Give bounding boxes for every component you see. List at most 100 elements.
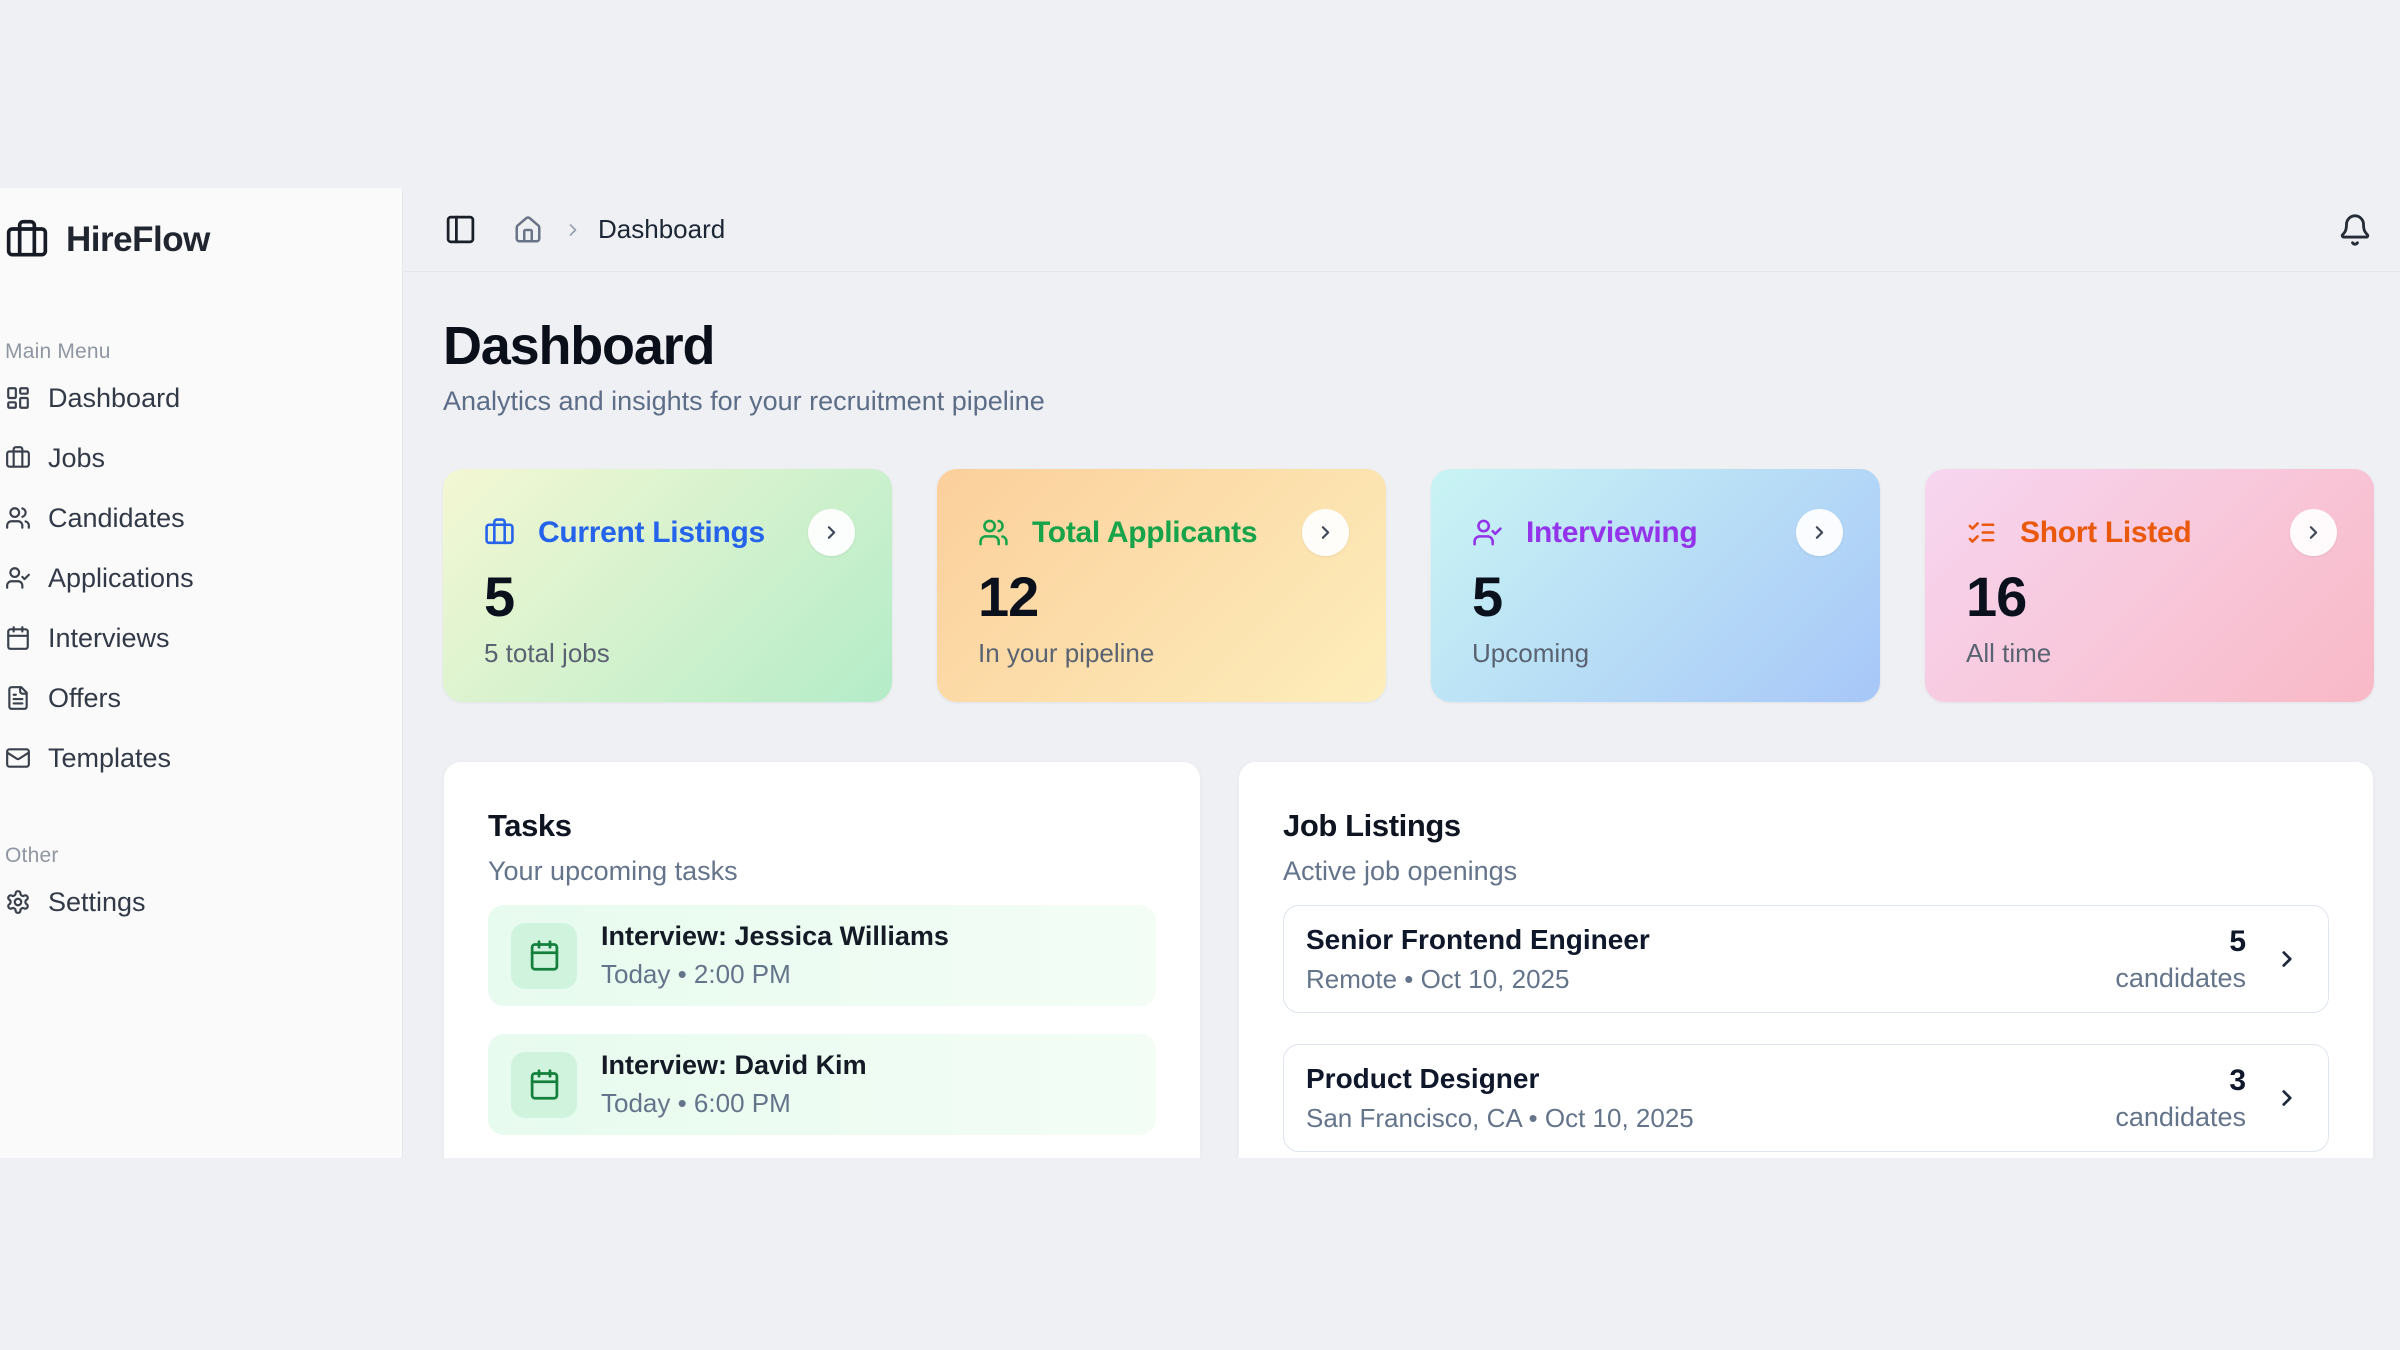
main-area: Dashboard Dashboard Analytics and insigh…: [403, 188, 2400, 1158]
calendar-icon: [530, 940, 558, 971]
stat-value: 5: [1472, 565, 1503, 628]
sidebar-item-label: Applications: [48, 562, 194, 593]
panels-row: Tasks Your upcoming tasks Interview: Jes…: [443, 761, 2374, 1158]
job-candidate-count: 5 candidates: [2115, 925, 2246, 994]
tasks-title: Tasks: [488, 808, 572, 843]
job-listings-card: Job Listings Active job openings Senior …: [1238, 761, 2374, 1158]
sidebar-item-dashboard[interactable]: Dashboard: [5, 368, 392, 428]
stat-card-header: Current Listings: [484, 509, 855, 556]
stat-arrow-button[interactable]: [1302, 509, 1349, 556]
calendar-icon: [7, 626, 29, 650]
stat-card-current-listings[interactable]: Current Listings 5 5 total jobs: [443, 469, 892, 702]
stat-caption: Upcoming: [1472, 638, 1590, 668]
bell-icon[interactable]: [2338, 213, 2372, 247]
layout-dashboard-icon: [7, 387, 29, 409]
job-listing-item[interactable]: Senior Frontend Engineer Remote • Oct 10…: [1283, 905, 2329, 1013]
user-check-icon: [6, 567, 30, 589]
sidebar-item-label: Settings: [48, 886, 146, 917]
tasks-card: Tasks Your upcoming tasks Interview: Jes…: [443, 761, 1201, 1158]
task-meta: Today • 2:00 PM: [601, 959, 791, 989]
stat-arrow-button[interactable]: [808, 509, 855, 556]
stat-card-header: Interviewing: [1472, 509, 1843, 556]
chevron-separator-icon: [569, 223, 577, 236]
brand-logo: HireFlow: [5, 218, 392, 262]
job-meta: Remote • Oct 10, 2025: [1306, 963, 1570, 994]
stats-row: Current Listings 5 5 total jobs Total Ap…: [443, 469, 2374, 702]
task-item[interactable]: Interview: Jessica Williams Today • 2:00…: [488, 905, 1156, 1006]
list-checks-icon: [1968, 522, 1995, 543]
stat-arrow-button[interactable]: [2290, 509, 2337, 556]
panel-left-toggle-icon[interactable]: [444, 213, 477, 246]
task-title: Interview: David Kim: [601, 1050, 867, 1080]
chevron-right-icon: [1815, 526, 1824, 539]
sidebar-item-label: Templates: [48, 742, 172, 773]
job-count-label: candidates: [2115, 1101, 2246, 1132]
home-icon[interactable]: [513, 215, 543, 245]
sidebar-item-label: Offers: [48, 682, 122, 713]
sidebar-item-label: Jobs: [48, 442, 106, 473]
job-listing-item[interactable]: Product Designer San Francisco, CA • Oct…: [1283, 1044, 2329, 1152]
stat-caption: 5 total jobs: [484, 638, 610, 668]
task-item[interactable]: Interview: David Kim Today • 6:00 PM: [488, 1034, 1156, 1135]
job-count-value: 5: [2229, 924, 2246, 958]
job-candidate-count: 3 candidates: [2115, 1064, 2246, 1133]
chevron-right-icon: [827, 526, 836, 539]
breadcrumb-current: Dashboard: [598, 214, 726, 244]
briefcase-icon: [6, 446, 30, 468]
sidebar-item-candidates[interactable]: Candidates: [5, 488, 392, 548]
job-list: Senior Frontend Engineer Remote • Oct 10…: [1283, 905, 2329, 1152]
stat-value: 12: [978, 565, 1039, 628]
file-text-icon: [8, 686, 28, 710]
job-listings-subtitle: Active job openings: [1283, 856, 1518, 886]
sidebar-section-label-other: Other: [5, 844, 59, 867]
stat-label: Short Listed: [2020, 515, 2192, 549]
task-title: Interview: Jessica Williams: [601, 921, 949, 951]
sidebar-item-templates[interactable]: Templates: [5, 728, 392, 788]
page-subtitle: Analytics and insights for your recruitm…: [443, 386, 1045, 416]
stat-card-header: Total Applicants: [978, 509, 1349, 556]
chevron-right-icon: [2309, 526, 2318, 539]
stat-caption: All time: [1966, 638, 2052, 668]
stat-card-header: Short Listed: [1966, 509, 2337, 556]
briefcase-icon: [6, 219, 48, 257]
sidebar-item-settings[interactable]: Settings: [5, 872, 392, 932]
stat-arrow-button[interactable]: [1796, 509, 1843, 556]
briefcase-icon: [485, 518, 514, 545]
sidebar-item-offers[interactable]: Offers: [5, 668, 392, 728]
stat-card-total-applicants[interactable]: Total Applicants 12 In your pipeline: [937, 469, 1386, 702]
job-meta: San Francisco, CA • Oct 10, 2025: [1306, 1102, 1694, 1133]
job-title: Senior Frontend Engineer: [1306, 923, 1650, 955]
stat-card-interviewing[interactable]: Interviewing 5 Upcoming: [1431, 469, 1880, 702]
chevron-right-icon[interactable]: [2274, 1085, 2300, 1111]
page-content: Dashboard Analytics and insights for you…: [403, 272, 2400, 1158]
stat-card-short-listed[interactable]: Short Listed 16 All time: [1925, 469, 2374, 702]
chevron-right-icon: [1321, 526, 1330, 539]
calendar-icon: [530, 1069, 558, 1100]
brand-name: HireFlow: [66, 220, 210, 259]
gear-icon: [7, 890, 29, 914]
tasks-subtitle: Your upcoming tasks: [488, 856, 738, 886]
stat-label: Current Listings: [538, 515, 765, 549]
task-icon-badge: [511, 922, 577, 989]
sidebar-item-label: Candidates: [48, 502, 185, 533]
sidebar-item-applications[interactable]: Applications: [5, 548, 392, 608]
sidebar: HireFlow Main Menu Dashboard Jobs Candid…: [0, 188, 403, 1158]
mail-icon: [6, 748, 30, 768]
page-title: Dashboard: [443, 316, 715, 376]
app-window: HireFlow Main Menu Dashboard Jobs Candid…: [0, 188, 2400, 1158]
top-bar: Dashboard: [403, 188, 2400, 272]
users-icon: [979, 519, 1008, 546]
chevron-right-icon[interactable]: [2274, 946, 2300, 972]
job-title: Product Designer: [1306, 1062, 1540, 1094]
users-icon: [6, 507, 30, 529]
task-meta: Today • 6:00 PM: [601, 1088, 791, 1118]
sidebar-section-label-main: Main Menu: [5, 340, 111, 363]
sidebar-item-interviews[interactable]: Interviews: [5, 608, 392, 668]
job-count-label: candidates: [2115, 962, 2246, 993]
user-check-icon: [1473, 519, 1502, 546]
sidebar-item-label: Interviews: [48, 622, 170, 653]
sidebar-item-jobs[interactable]: Jobs: [5, 428, 392, 488]
job-listings-title: Job Listings: [1283, 808, 1461, 843]
sidebar-item-label: Dashboard: [48, 382, 181, 413]
job-count-value: 3: [2229, 1063, 2246, 1097]
